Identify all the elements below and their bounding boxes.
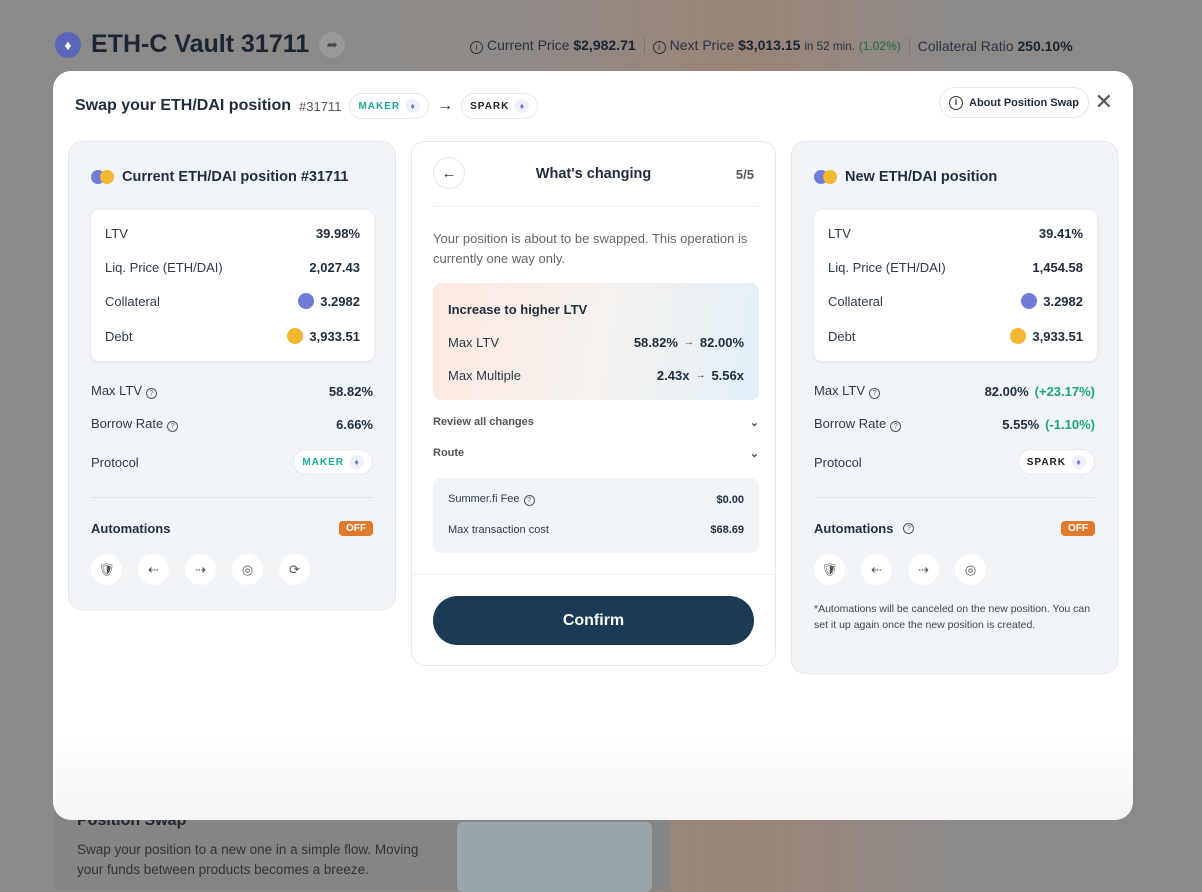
refresh-icon[interactable]: ⟳ <box>279 554 310 585</box>
automations-note: *Automations will be canceled on the new… <box>814 603 1091 631</box>
review-changes-toggle[interactable]: Review all changes ⌄ <box>433 416 759 429</box>
help-icon[interactable]: ? <box>523 495 535 506</box>
change-summary: Increase to higher LTV Max LTV 58.82% → 82.… <box>433 283 759 400</box>
info-icon: i <box>949 95 963 110</box>
maker-badge: MAKER ♦ <box>293 449 373 475</box>
back-arrow-icon[interactable]: ← <box>433 157 465 189</box>
dai-icon <box>1010 328 1027 344</box>
help-icon[interactable]: ? <box>869 388 881 399</box>
route-toggle[interactable]: Route ⌄ <box>433 447 759 460</box>
auto-sell-icon[interactable]: ⇠ <box>138 554 169 585</box>
take-profit-icon[interactable]: ◎ <box>955 554 986 585</box>
info-icon: i <box>470 41 483 54</box>
help-icon[interactable]: ? <box>903 523 915 534</box>
whats-changing-panel: ← What's changing 5/5 Your position is a… <box>411 141 776 666</box>
step-indicator: 5/5 <box>735 167 754 182</box>
auto-buy-icon[interactable]: ⇢ <box>908 554 939 585</box>
illustration <box>457 822 652 892</box>
spark-badge: SPARK ♦ <box>461 93 539 119</box>
share-icon[interactable]: ➦ <box>319 31 346 58</box>
status-badge: OFF <box>1061 521 1095 536</box>
auto-sell-icon[interactable]: ⇠ <box>861 554 892 585</box>
price-stats: i Current Price $2,982.71 i Next Price $3,… <box>470 37 1073 54</box>
stop-loss-icon[interactable]: 🛡 <box>91 554 122 585</box>
eth-icon: ♦ <box>55 31 81 58</box>
eth-icon <box>1021 293 1038 309</box>
eth-icon: ♦ <box>406 99 421 113</box>
confirm-button[interactable]: Confirm <box>433 596 754 645</box>
eth-dai-icon <box>814 170 837 184</box>
auto-buy-icon[interactable]: ⇢ <box>185 554 216 585</box>
vault-title: ETH-C Vault 31711 <box>91 30 310 58</box>
eth-icon <box>298 293 315 309</box>
dai-icon <box>287 328 304 344</box>
modal-title: Swap your ETH/DAI position <box>75 97 292 114</box>
stop-loss-icon[interactable]: 🛡 <box>814 554 845 585</box>
take-profit-icon[interactable]: ◎ <box>232 554 263 585</box>
help-icon[interactable]: ? <box>146 388 158 399</box>
help-icon[interactable]: ? <box>890 421 902 432</box>
help-icon[interactable]: ? <box>167 421 179 432</box>
maker-badge: MAKER ♦ <box>349 93 430 119</box>
about-position-swap-button[interactable]: i About Position Swap <box>939 87 1089 118</box>
info-icon: i <box>652 41 666 54</box>
eth-icon: ♦ <box>515 99 530 113</box>
swap-modal: Swap your ETH/DAI position #31711 MAKER ♦… <box>53 71 1133 820</box>
chevron-down-icon: ⌄ <box>749 417 759 429</box>
chevron-down-icon: ⌄ <box>749 448 759 460</box>
new-position-panel: New ETH/DAI position LTV 39.41% Liq. Pric… <box>791 141 1118 674</box>
current-position-panel: Current ETH/DAI position #31711 LTV 39.98… <box>68 141 396 610</box>
arrow-right-icon: → <box>437 97 454 114</box>
eth-dai-icon <box>91 170 114 184</box>
spark-badge: SPARK ♦ <box>1017 449 1095 475</box>
close-icon[interactable]: ✕ <box>1094 89 1113 114</box>
status-badge: OFF <box>339 521 373 536</box>
vault-header: ♦ ETH-C Vault 31711 ➦ <box>55 30 346 59</box>
